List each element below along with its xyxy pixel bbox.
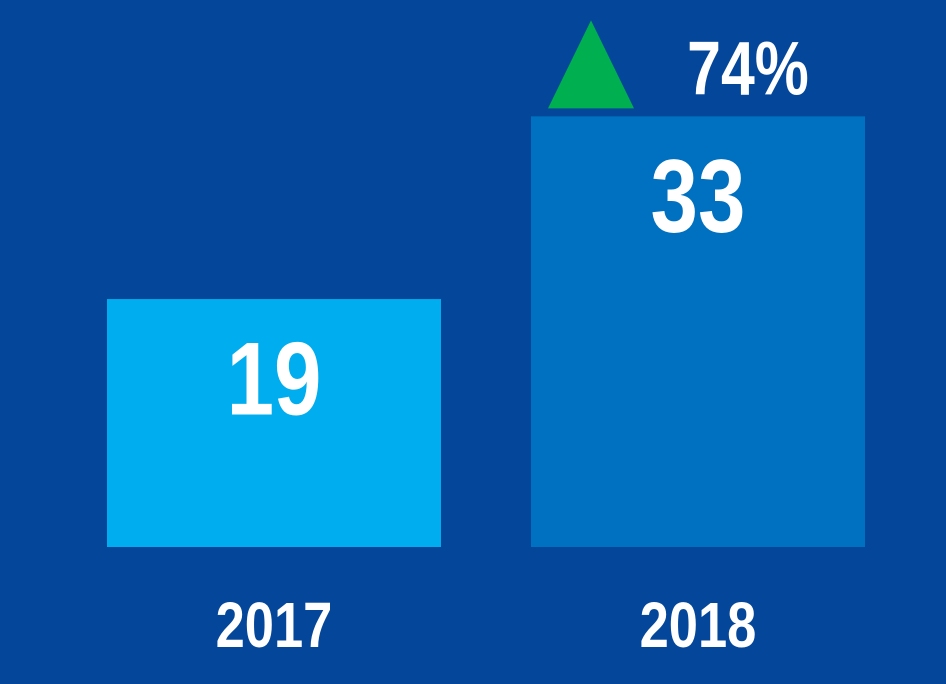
bar bbox=[107, 299, 441, 547]
value-label: 33 bbox=[651, 139, 746, 255]
change-marker bbox=[548, 20, 634, 109]
x-tick-label: 2018 bbox=[640, 590, 757, 661]
change-label: 74% bbox=[687, 26, 809, 111]
x-tick-label: 2017 bbox=[216, 590, 333, 661]
bar bbox=[531, 116, 865, 547]
value-label: 19 bbox=[227, 322, 322, 438]
